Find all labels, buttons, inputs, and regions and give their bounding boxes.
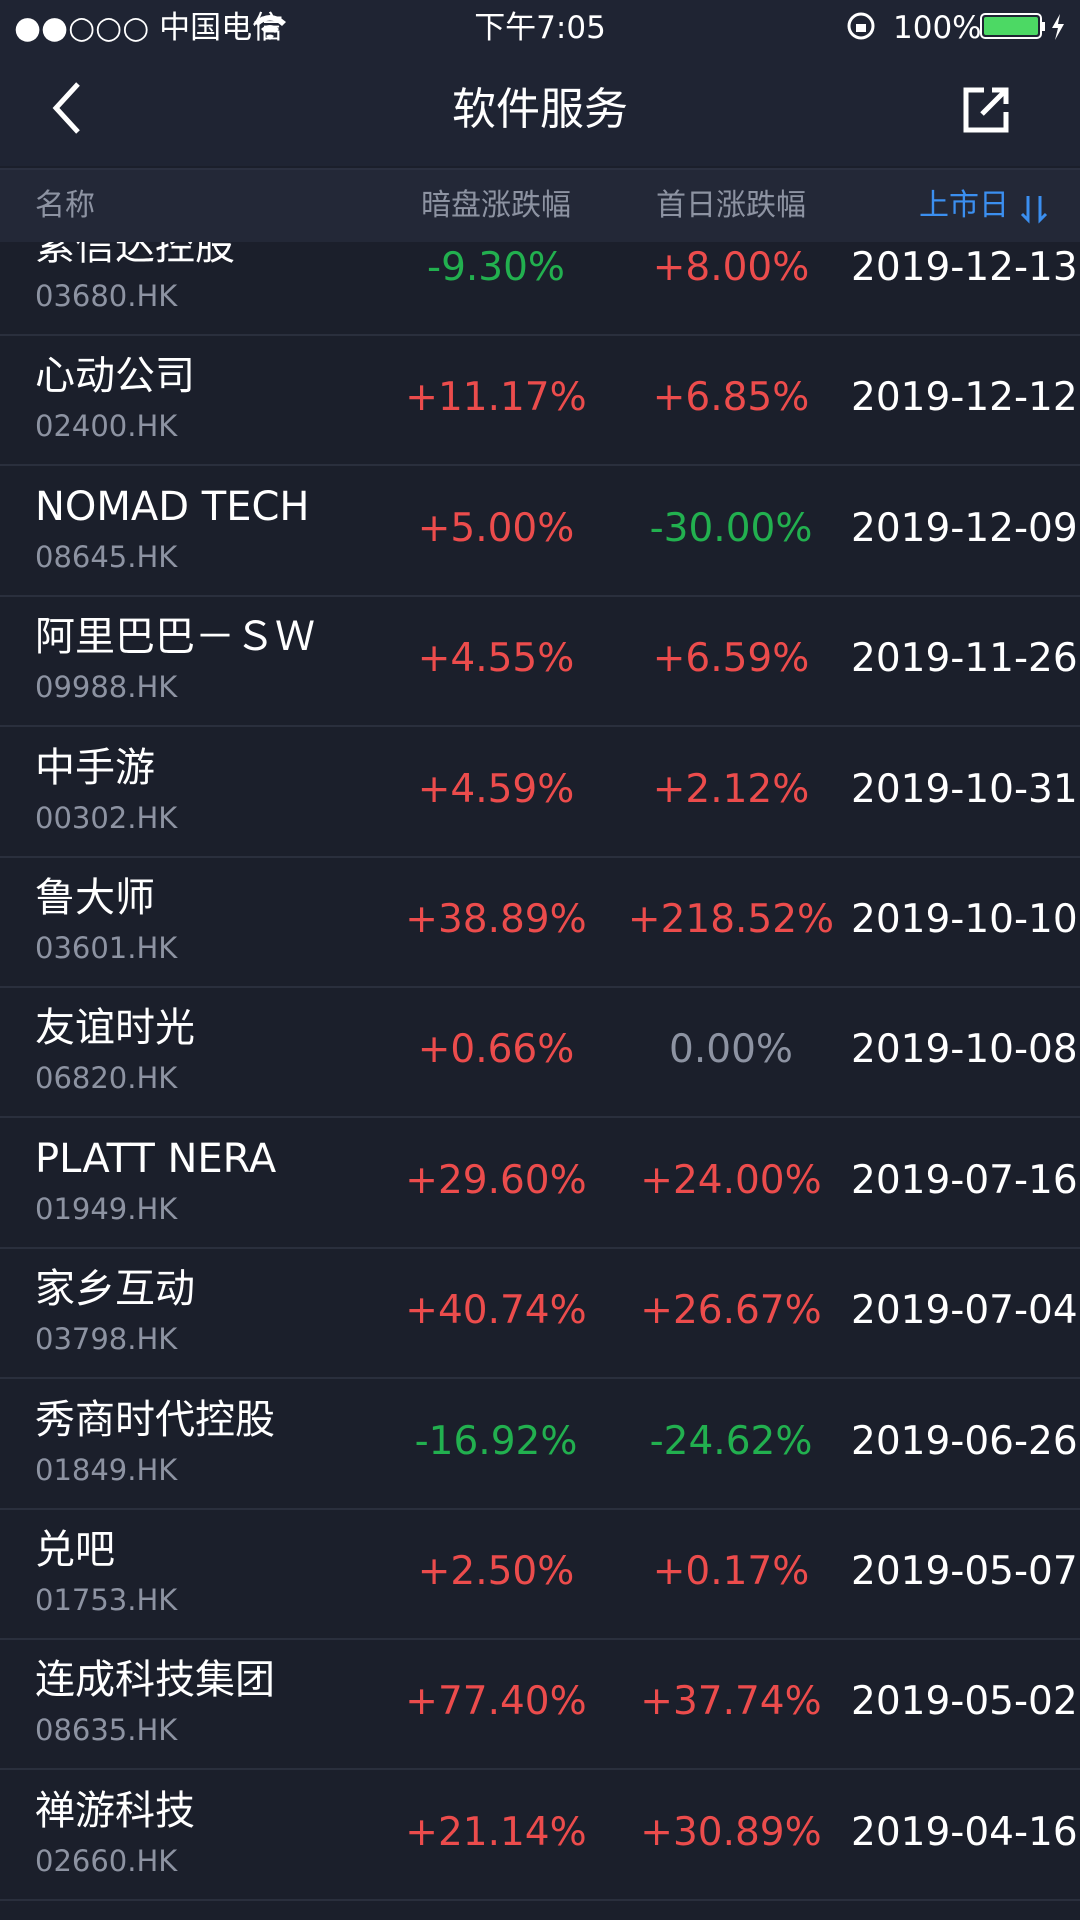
battery-text: 100% [893,10,982,46]
stock-row[interactable]: 中手游 00302.HK +4.59% +2.12% 2019-10-31 [0,728,1080,858]
stock-name: 家乡互动 [35,1266,195,1313]
listing-date: 2019-10-31 [851,766,1078,812]
stock-name: 秀商时代控股 [35,1396,275,1443]
stock-name: 鲁大师 [35,875,155,921]
stock-code: 03798.HK [35,1322,178,1357]
listing-date: 2019-12-09 [851,505,1078,551]
stock-code: 02660.HK [35,1843,178,1878]
stock-name: 连成科技集团 [35,1657,275,1704]
back-button[interactable] [48,80,88,136]
first-day-change: +6.85% [652,375,810,421]
listing-date: 2019-05-07 [851,1549,1078,1594]
col-header[interactable]: 上市日 [919,188,1009,223]
listing-date: 2019-12-12 [851,375,1078,421]
sort-icon [1020,196,1048,224]
stock-name: 友谊时光 [35,1005,195,1052]
time: 下午7:05 [474,10,606,46]
col-header: 名称 [35,188,95,223]
first-day-change: +37.74% [640,1679,822,1725]
top-bar: ●●○○○ 中国电信 下午7:05 100% 软件服务 [0,0,1080,166]
stock-list: 紫信达控股 03680.HK -9.30% +8.00% 2019-12-13 心动公司 0… [0,242,1080,1920]
first-day-change: +218.52% [627,897,835,942]
stock-code: 00302.HK [35,800,178,835]
stock-code: 06820.HK [35,1061,178,1096]
grey-market-change: +38.89% [405,897,587,942]
stock-row[interactable]: 连成科技集团 08635.HK +77.40% +37.74% 2019-05-02 [0,1640,1080,1771]
stock-row[interactable]: 鲁大师 03601.HK +38.89% +218.52% 2019-10-10 [0,858,1080,988]
first-day-change: -24.62% [649,1418,813,1464]
grey-market-change: +5.00% [417,505,575,551]
stock-row[interactable]: PLATT NERA 01949.HK +29.60% +24.00% 2019-07-… [0,1119,1080,1249]
stock-row[interactable]: 兑吧 01753.HK +2.50% +0.17% 2019-05-07 [0,1510,1080,1640]
stock-name: 中手游 [35,744,155,791]
grey-market-change: +21.14% [405,1809,587,1855]
stock-code: 03680.HK [35,279,178,313]
stock-name: 兑吧 [35,1527,115,1573]
grey-market-change: +0.66% [417,1027,575,1073]
stock-row[interactable]: 禅游科技 02660.HK +21.14% +30.89% 2019-04-16 [0,1771,1080,1901]
stock-code: 08635.HK [35,1713,178,1748]
stock-name: PLATT NERA [35,1135,277,1182]
stock-row[interactable]: NOMAD TECH 08645.HK +5.00% -30.00% 2019-12-0… [0,467,1080,597]
grey-market-change: +40.74% [405,1288,587,1334]
stock-code: 01753.HK [35,1583,178,1617]
table-header: 名称 暗盘涨跌幅 首日涨跌幅 上市日 [0,168,1080,242]
grey-market-change: -16.92% [414,1418,578,1464]
grey-market-change: +2.50% [417,1549,575,1594]
first-day-change: -30.00% [649,505,813,551]
grey-market-change: +11.17% [405,375,587,421]
grey-market-change: +4.59% [417,766,575,812]
stock-code: 08645.HK [35,539,178,574]
first-day-change: +0.17% [652,1549,810,1594]
stock-row[interactable]: 友谊时光 06820.HK +0.66% 0.00% 2019-10-08 [0,988,1080,1119]
stock-code: 03601.HK [35,931,178,965]
stock-row[interactable]: 心动公司 02400.HK +11.17% +6.85% 2019-12-12 [0,336,1080,467]
listing-date: 2019-06-26 [851,1418,1078,1464]
stock-name: NOMAD TECH [35,483,310,530]
grey-market-change: +77.40% [405,1679,587,1725]
grey-market-change: +29.60% [405,1157,587,1203]
first-day-change: 0.00% [669,1027,793,1073]
stock-row[interactable]: 秀商时代控股 01849.HK -16.92% -24.62% 2019-06-26 [0,1380,1080,1510]
battery-icon [980,13,1064,40]
share-button[interactable] [960,84,1014,136]
grey-market-change: +4.55% [417,636,575,682]
listing-date: 2019-04-16 [851,1809,1078,1855]
stock-name: 禅游科技 [35,1787,195,1834]
stock-row[interactable]: 家乡互动 03798.HK +40.74% +26.67% 2019-07-04 [0,1249,1080,1380]
listing-date: 2019-07-04 [851,1288,1078,1334]
wifi-icon [254,15,286,40]
listing-date: 2019-11-26 [851,636,1078,682]
stock-name: 阿里巴巴－ＳＷ [35,614,315,661]
stock-name: 紫信达控股 [35,242,235,269]
first-day-change: +24.00% [640,1157,822,1203]
stock-row[interactable]: 阿里巴巴－ＳＷ 09988.HK +4.55% +6.59% 2019-11-26 [0,597,1080,728]
lock-icon [847,12,875,40]
listing-date: 2019-12-13 [851,245,1078,290]
nav-title: 软件服务 [452,84,628,135]
first-day-change: +8.00% [652,245,810,290]
first-day-change: +6.59% [652,636,810,682]
stock-row[interactable]: 紫信达控股 03680.HK -9.30% +8.00% 2019-12-13 [0,242,1080,336]
first-day-change: +30.89% [640,1809,822,1855]
carrier: ●●○○○ 中国电信 [14,10,284,46]
stock-code: 09988.HK [35,670,178,705]
grey-market-change: -9.30% [427,245,565,290]
col-header[interactable]: 首日涨跌幅 [656,188,806,223]
stock-code: 02400.HK [35,409,178,444]
stock-name: 心动公司 [35,353,195,400]
listing-date: 2019-07-16 [851,1157,1078,1203]
first-day-change: +2.12% [652,766,810,812]
stock-code: 01849.HK [35,1452,178,1487]
listing-date: 2019-10-08 [851,1027,1078,1073]
col-header[interactable]: 暗盘涨跌幅 [421,188,571,223]
first-day-change: +26.67% [640,1288,822,1334]
stock-code: 01949.HK [35,1191,178,1226]
listing-date: 2019-10-10 [851,897,1078,942]
listing-date: 2019-05-02 [851,1679,1078,1725]
